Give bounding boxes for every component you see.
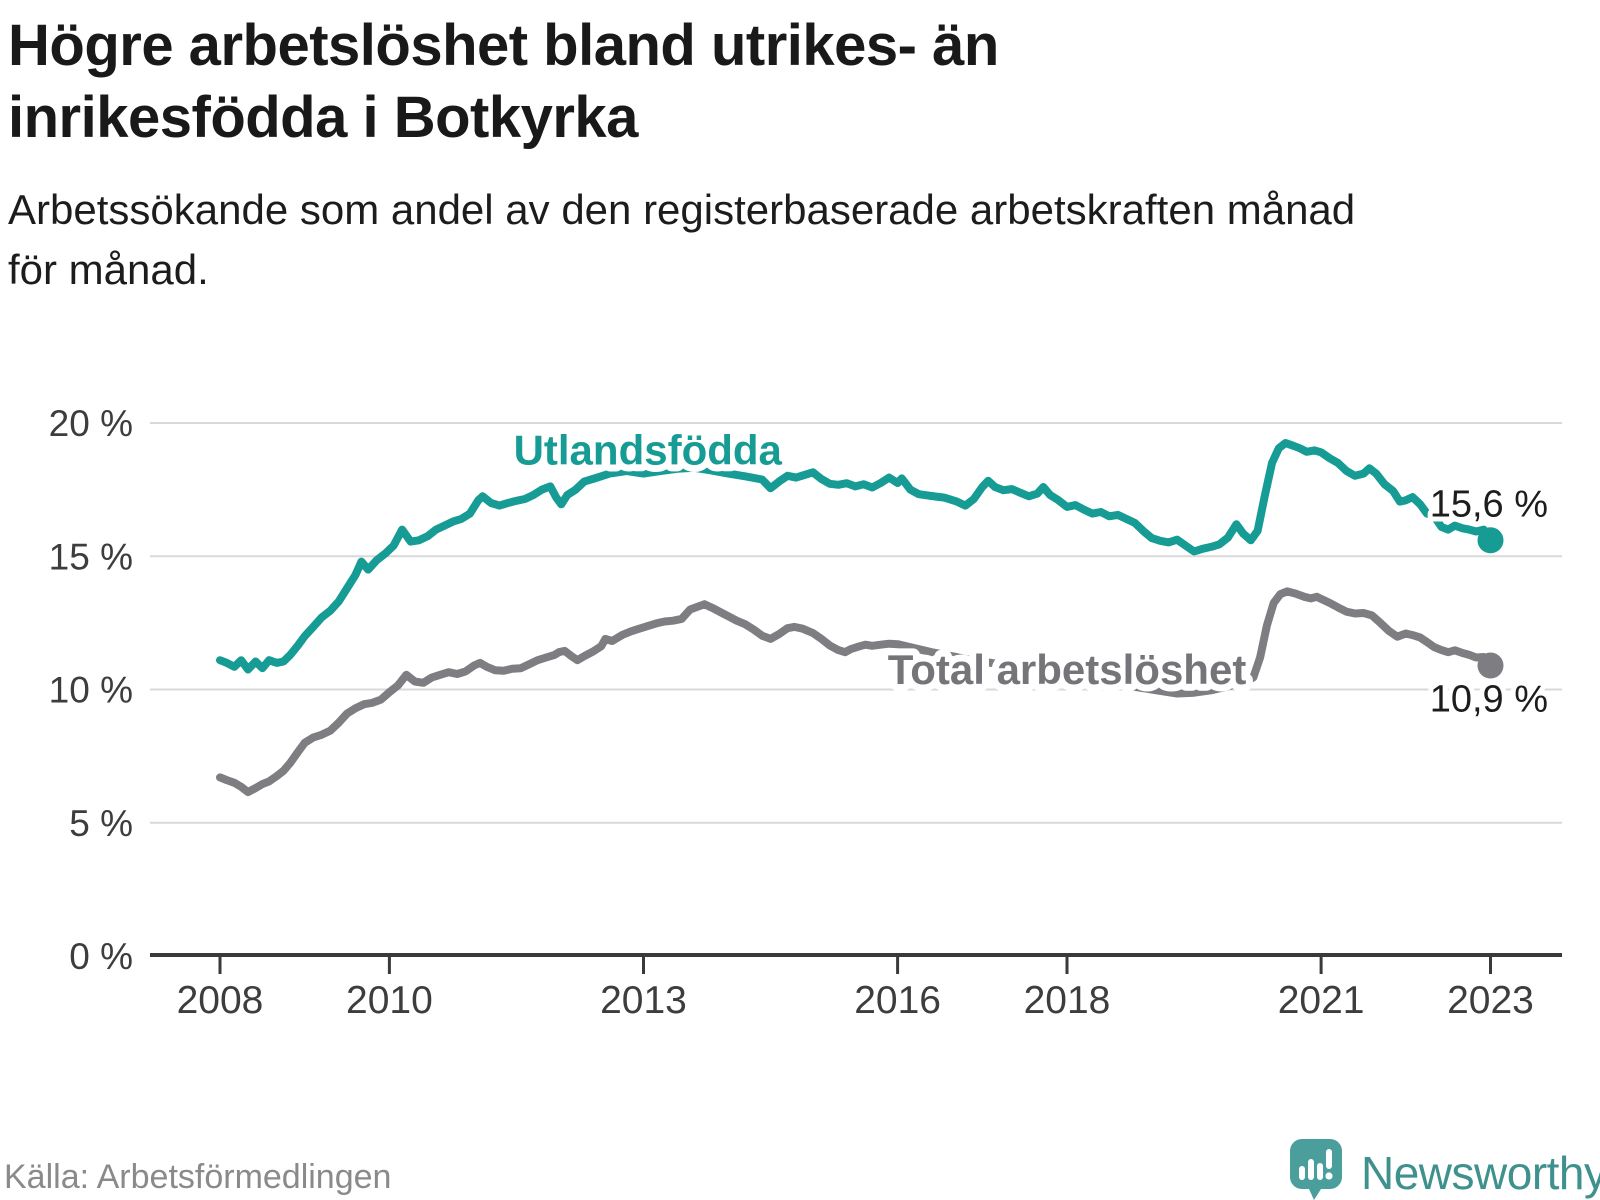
end-value-label-utlandsfodda: 15,6 % [1430, 483, 1548, 525]
x-tick-label-2010: 2010 [346, 979, 433, 1022]
brand-name: Newsworthy [1361, 1147, 1600, 1199]
x-tick-label-2021: 2021 [1278, 979, 1365, 1022]
chart-labels: Utlandsfödda 15,6 % Total arbetslöshet 10,9… [507, 419, 1553, 725]
newsworthy-bubble-icon [1290, 1139, 1342, 1200]
series-label-utlandsfodda: Utlandsfödda [514, 426, 783, 473]
newsworthy-logo: Newsworthy [1289, 1138, 1600, 1200]
y-tick-label-5: 5 % [69, 803, 133, 844]
subtitle-line-1: Arbetssökande som andel av den registerb… [8, 186, 1356, 233]
x-tick-label-2023: 2023 [1447, 979, 1534, 1022]
exclamation-bar [1326, 1149, 1332, 1169]
y-tick-label-0: 0 % [69, 936, 133, 977]
title-line-2: inrikesfödda i Botkyrka [8, 84, 638, 150]
x-axis-ticks: 2008 2010 2013 2016 2018 2021 2023 [177, 955, 1534, 1022]
series-line-utlandsfodda [216, 439, 1495, 674]
bar-3 [1317, 1163, 1323, 1180]
chart-subtitle: Arbetssökande som andel av den registerb… [8, 180, 1568, 300]
series-end-dot-total-arbetsloshet [1477, 652, 1504, 679]
bar-1 [1299, 1166, 1305, 1180]
exclamation-dot [1325, 1172, 1333, 1180]
subtitle-line-2: för månad. [8, 246, 209, 294]
series-line-total-arbetsloshet [216, 587, 1495, 797]
series-end-dot-utlandsfodda [1477, 527, 1504, 554]
source-note: Källa: Arbetsförmedlingen [4, 1158, 392, 1196]
page-title: Högre arbetslöshet bland utrikes- än inr… [8, 10, 1288, 154]
series-label-total-arbetsloshet: Total arbetslöshet [888, 646, 1247, 693]
x-tick-label-2013: 2013 [600, 979, 687, 1022]
x-tick-label-2016: 2016 [854, 979, 941, 1022]
bubble-shape [1290, 1139, 1342, 1200]
x-tick-label-2008: 2008 [177, 979, 264, 1022]
title-line-1: Högre arbetslöshet bland utrikes- än [8, 13, 999, 78]
x-tick-label-2018: 2018 [1024, 979, 1111, 1022]
y-tick-label-20: 20 % [49, 403, 133, 444]
y-tick-label-15: 15 % [49, 536, 133, 577]
chart-series [216, 439, 1504, 797]
end-value-label-total-arbetsloshet: 10,9 % [1430, 679, 1548, 721]
bar-2 [1308, 1159, 1314, 1180]
y-tick-label-10: 10 % [49, 670, 133, 711]
y-axis-labels: 20 % 15 % 10 % 5 % 0 % [49, 403, 133, 977]
